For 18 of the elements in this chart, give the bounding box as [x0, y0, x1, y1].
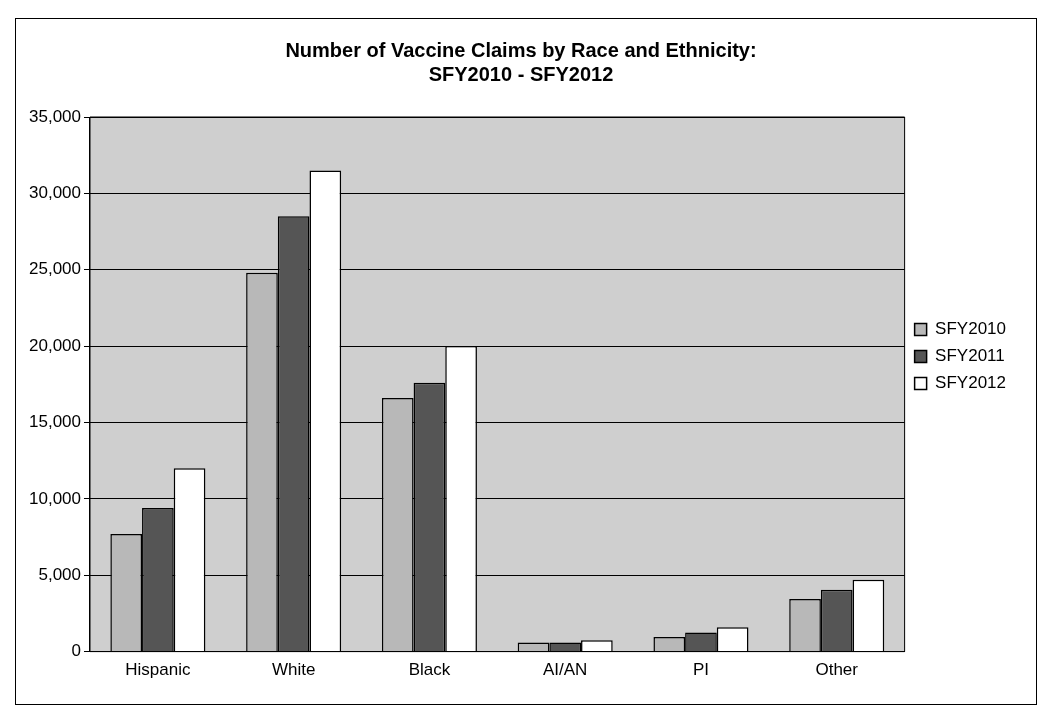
chart-title: Number of Vaccine Claims by Race and Ethnicity: SFY2010 - SFY2012 [285, 38, 757, 85]
legend-label: SFY2012 [935, 373, 1007, 393]
x-tick-label: Black [408, 660, 451, 680]
legend-label: SFY2011 [935, 346, 1005, 366]
y-tick-label: 35,000 [29, 106, 81, 126]
x-tick-label: Hispanic [125, 660, 191, 680]
legend-label: SFY2010 [935, 319, 1007, 339]
y-tick-label: 5,000 [38, 564, 81, 584]
y-tick-label: 30,000 [29, 183, 81, 203]
x-tick-label: Other [815, 660, 859, 680]
y-tick-label: 10,000 [29, 488, 81, 508]
x-tick-label: PI [692, 660, 709, 680]
y-tick-label: 25,000 [29, 259, 81, 279]
y-tick-label: 0 [71, 641, 81, 661]
y-tick-label: 15,000 [29, 412, 81, 432]
y-tick-label: 20,000 [29, 335, 81, 355]
x-tick-label: AI/AN [542, 660, 588, 680]
x-tick-label: White [271, 660, 316, 680]
